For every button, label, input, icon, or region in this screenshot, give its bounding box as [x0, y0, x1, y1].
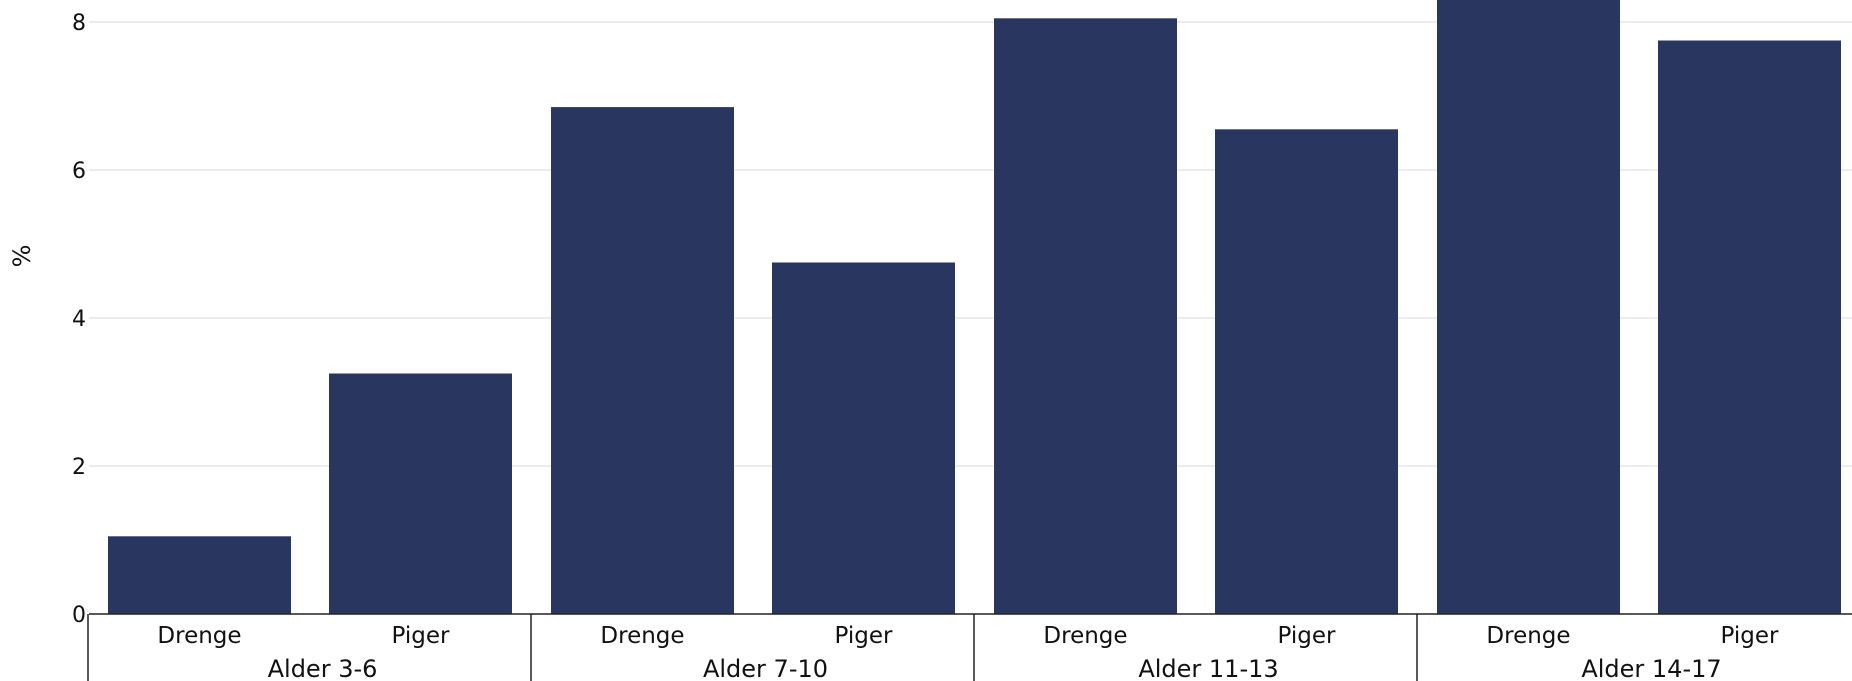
bar — [1437, 0, 1620, 614]
x-group-label: Alder 11-13 — [1138, 655, 1278, 681]
x-group-label: Alder 7-10 — [703, 655, 828, 681]
x-category-label: Piger — [1278, 623, 1337, 649]
x-axis: Drenge Piger Alder 3-6 Drenge Piger Alder 7-1… — [87, 613, 1852, 681]
bar — [108, 536, 291, 614]
y-tick-label: 0 — [72, 603, 86, 628]
x-category-label: Piger — [1721, 623, 1780, 649]
y-tick-label: 4 — [72, 307, 86, 332]
x-group-label: Alder 3-6 — [268, 655, 378, 681]
x-category-label: Drenge — [600, 623, 684, 649]
y-tick-label: 2 — [72, 455, 86, 480]
x-group-label: Alder 14-17 — [1581, 655, 1721, 681]
bar — [1215, 129, 1398, 615]
bar — [551, 107, 734, 614]
bar — [994, 18, 1177, 615]
y-axis-ticks: 0 2 4 6 8 — [72, 11, 86, 628]
x-category-label: Drenge — [157, 623, 241, 649]
y-axis-label: % — [8, 245, 36, 268]
bar — [329, 373, 512, 614]
y-tick-label: 8 — [72, 11, 86, 36]
y-tick-label: 6 — [72, 159, 86, 184]
x-category-label: Drenge — [1486, 623, 1570, 649]
x-category-label: Piger — [392, 623, 451, 649]
x-category-label: Drenge — [1043, 623, 1127, 649]
x-category-label: Piger — [835, 623, 894, 649]
bar — [1658, 40, 1841, 614]
bar — [772, 262, 955, 614]
bars — [108, 0, 1841, 615]
